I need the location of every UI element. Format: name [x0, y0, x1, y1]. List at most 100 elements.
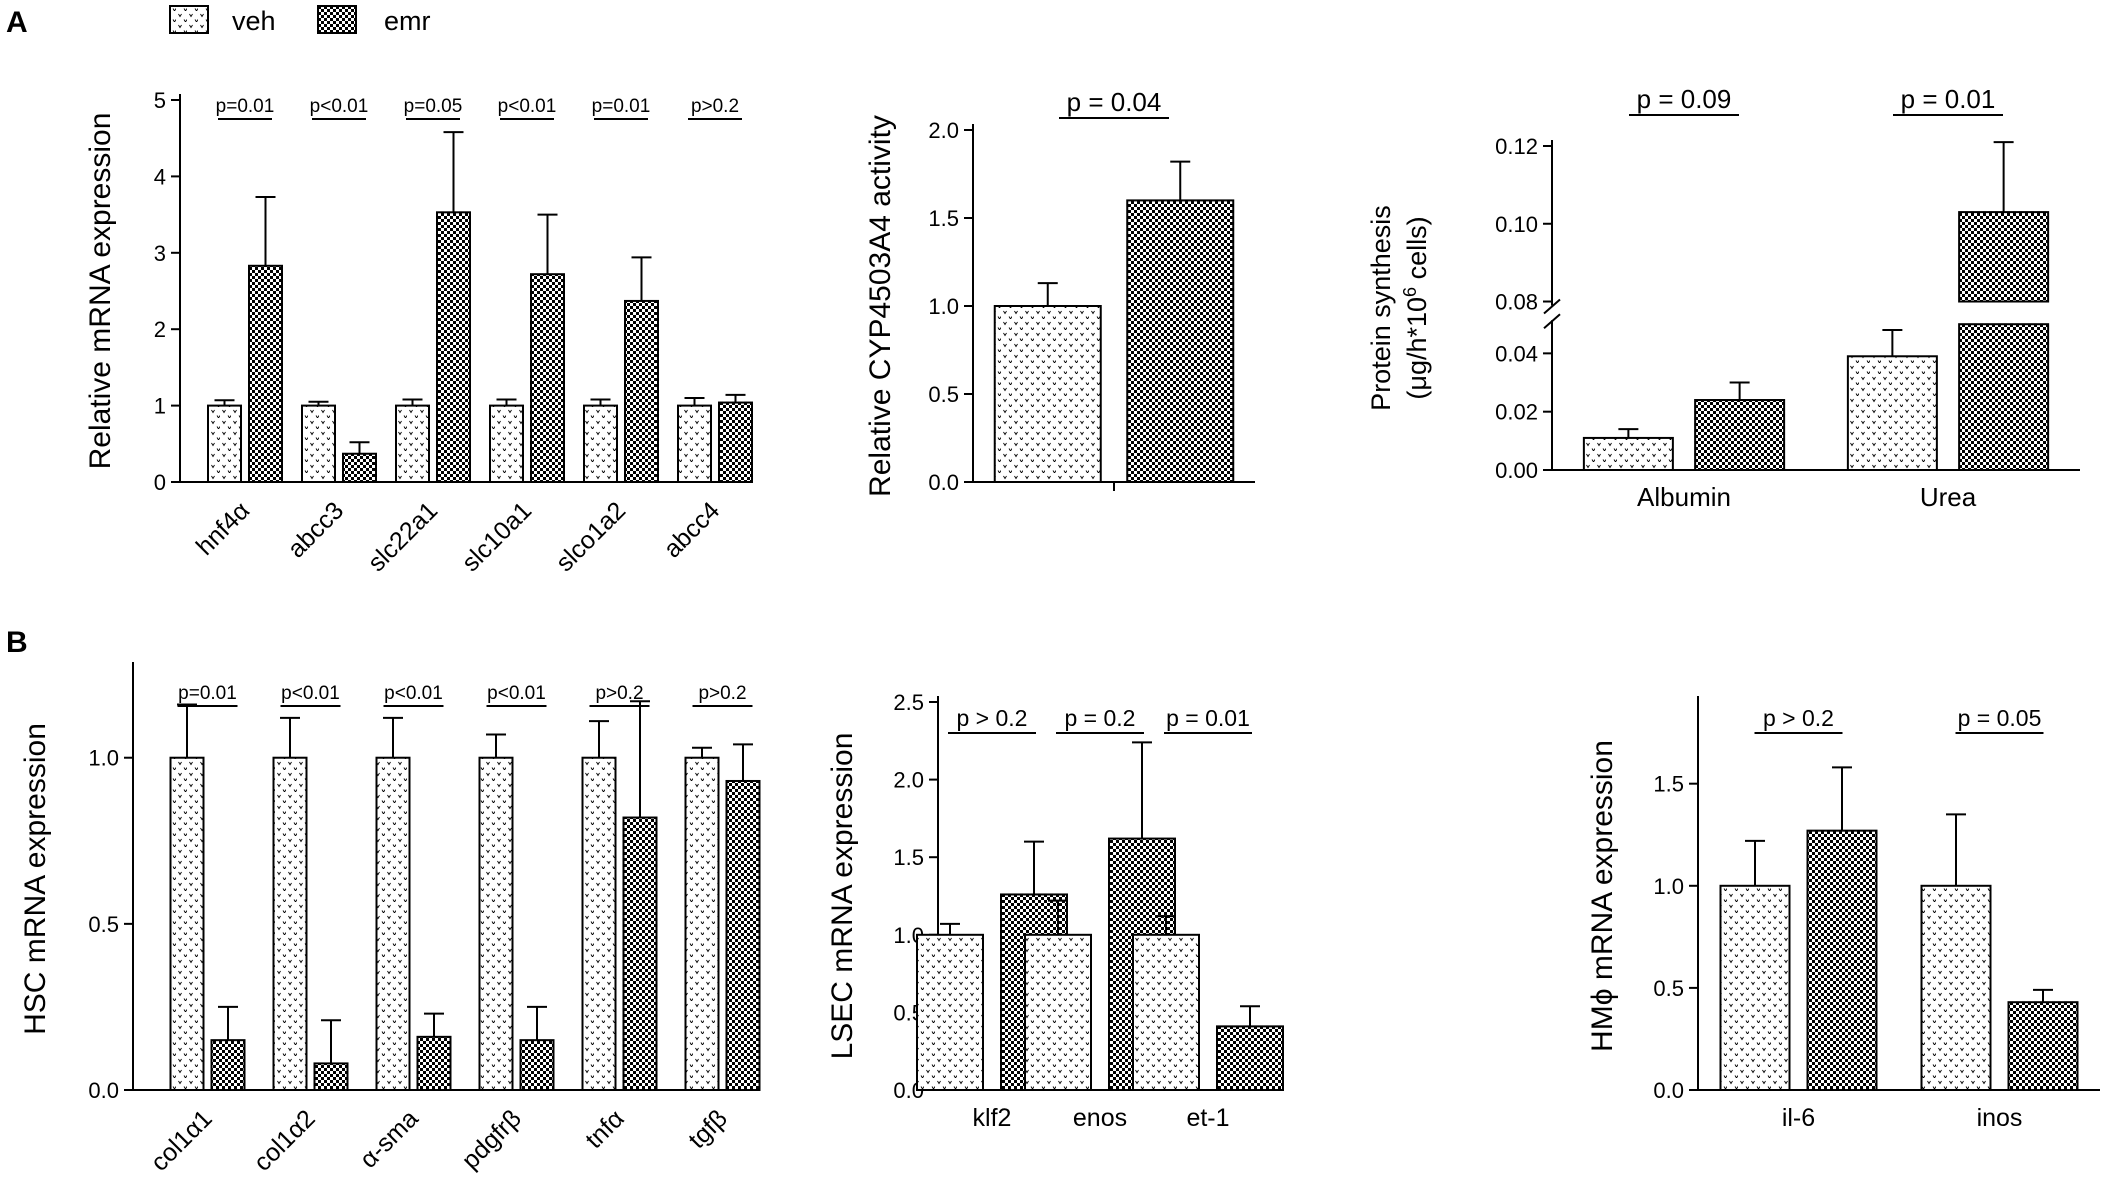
y-tick-label: 0.5	[1653, 976, 1684, 1001]
legend-emr-label: emr	[384, 6, 431, 36]
bar-veh	[375, 756, 411, 1092]
panel-label-b: B	[6, 626, 28, 659]
x-tick-label: α-sma	[354, 1104, 423, 1173]
bar-emr	[1806, 829, 1878, 1092]
x-tick-label: abcc3	[282, 496, 349, 563]
y-axis-title: HSC mRNA expression	[19, 723, 52, 1035]
chart-cyp-activity: 0.0 0.5 1.0 1.5 2.0 Relative CYP4503A4 activi…	[864, 87, 1255, 497]
bar-emr	[530, 273, 565, 483]
pvalue-label: p>0.2	[698, 683, 746, 704]
chart-hm-mrna: 0.0 0.5 1.0 1.5 HMϕ mRNA expression p > 0.2 il…	[1586, 696, 2100, 1132]
bar-veh	[993, 305, 1102, 483]
bar-veh	[581, 756, 617, 1092]
y-tick-label: 0.10	[1495, 212, 1538, 237]
x-tick-label: slc22a1	[363, 496, 444, 577]
y-tick-label: 1.5	[928, 206, 959, 231]
y-tick-label: 0.00	[1495, 458, 1538, 483]
panel-label-a: A	[6, 6, 28, 39]
y-tick-label: 1.0	[1653, 874, 1684, 899]
x-tick-label: hnf4α	[191, 496, 255, 560]
bar-veh	[395, 404, 430, 484]
y-tick-label: 0.0	[1653, 1078, 1684, 1103]
pvalue-label: p = 0.04	[1067, 87, 1162, 117]
y-axis-title: Protein synthesis	[1366, 205, 1396, 411]
pvalue-label: p<0.01	[281, 683, 340, 704]
y-tick-label: 0.0	[88, 1078, 119, 1103]
pvalue-label: p = 0.05	[1958, 705, 2042, 731]
bar-emr	[313, 1062, 349, 1092]
bar-emr	[624, 299, 659, 483]
bar-emr	[436, 211, 471, 483]
x-tick-label: col1α1	[145, 1104, 217, 1176]
x-tick-label: enos	[1073, 1104, 1127, 1132]
chart-hsc-mrna: 0.0 0.5 1.0 HSC mRNA expression p=0.01 col1α1…	[19, 662, 761, 1177]
legend-veh-label: veh	[232, 6, 276, 36]
pvalue-label: p=0.01	[216, 96, 275, 117]
y-tick-label: 4	[154, 164, 166, 189]
bar-veh	[1024, 933, 1092, 1091]
bar-emr	[210, 1039, 246, 1091]
y-axis-title: LSEC mRNA expression	[826, 733, 859, 1060]
bar-emr	[1958, 211, 2050, 303]
legend-veh-swatch	[169, 5, 209, 34]
bar-veh	[1846, 355, 1938, 471]
bar-veh	[1582, 436, 1674, 472]
axis-break-mark	[1543, 313, 1561, 329]
pvalue-label: p=0.01	[178, 683, 237, 704]
y-tick-label: 0.04	[1495, 341, 1538, 366]
bar-emr	[622, 816, 658, 1092]
pvalue-label: p = 0.2	[1065, 705, 1136, 731]
x-tick-label: col1α2	[248, 1104, 320, 1176]
x-tick-label: klf2	[973, 1104, 1012, 1132]
pvalue-label: p>0.2	[595, 683, 643, 704]
y-axis-title: HMϕ mRNA expression	[1586, 740, 1619, 1052]
bar-veh	[169, 756, 205, 1092]
y-tick-label: 1.5	[893, 845, 924, 870]
pvalue-label: p > 0.2	[1763, 705, 1834, 731]
bar-emr	[416, 1035, 452, 1091]
bar-veh	[272, 756, 308, 1092]
x-tick-label: il-6	[1782, 1104, 1815, 1132]
legend: veh emr	[169, 5, 431, 36]
bar-veh	[489, 404, 524, 484]
chart-protein-synthesis: 0.00 0.02 0.04 0.08 0.10 0.12 Protein synthesi…	[1366, 84, 2080, 512]
y-tick-label: 2	[154, 317, 166, 342]
bar-veh	[301, 404, 336, 484]
x-tick-label: inos	[1977, 1104, 2023, 1132]
bar-veh	[1719, 884, 1791, 1092]
y-tick-label: 2.5	[893, 690, 924, 715]
legend-emr-swatch	[317, 5, 357, 34]
x-tick-label: et-1	[1186, 1104, 1229, 1132]
bar-veh	[684, 756, 720, 1092]
bar-veh	[916, 933, 984, 1091]
y-axis-title: Relative mRNA expression	[84, 113, 117, 470]
bar-veh	[207, 404, 242, 484]
pvalue-label: p>0.2	[691, 96, 739, 117]
y-tick-label: 2.0	[893, 768, 924, 793]
bar-emr	[519, 1039, 555, 1091]
pvalue-label: p = 0.01	[1901, 84, 1996, 114]
y-tick-label: 0	[154, 470, 166, 495]
bar-veh	[1920, 884, 1992, 1092]
bar-veh	[583, 404, 618, 484]
pvalue-label: p=0.05	[404, 96, 463, 117]
bar-emr	[1958, 323, 2050, 472]
y-tick-label: 1.5	[1653, 772, 1684, 797]
y-axis-title-units: (μg/h*106 cells)	[1400, 216, 1432, 399]
pvalue-label: p > 0.2	[957, 705, 1028, 731]
bar-emr	[1694, 399, 1786, 471]
x-tick-label: abcc4	[658, 496, 725, 563]
pvalue-label: p<0.01	[487, 683, 546, 704]
y-tick-label: 3	[154, 241, 166, 266]
y-tick-label: 1.0	[88, 746, 119, 771]
axis-break-mark	[1543, 298, 1561, 315]
bar-emr	[1216, 1025, 1284, 1092]
bar-emr	[248, 264, 283, 483]
y-tick-label: 1	[154, 394, 166, 419]
bar-veh	[677, 404, 712, 484]
bar-emr	[2007, 1001, 2079, 1091]
y-axis-title: Relative CYP4503A4 activity	[864, 115, 897, 497]
pvalue-label: p = 0.01	[1166, 705, 1250, 731]
